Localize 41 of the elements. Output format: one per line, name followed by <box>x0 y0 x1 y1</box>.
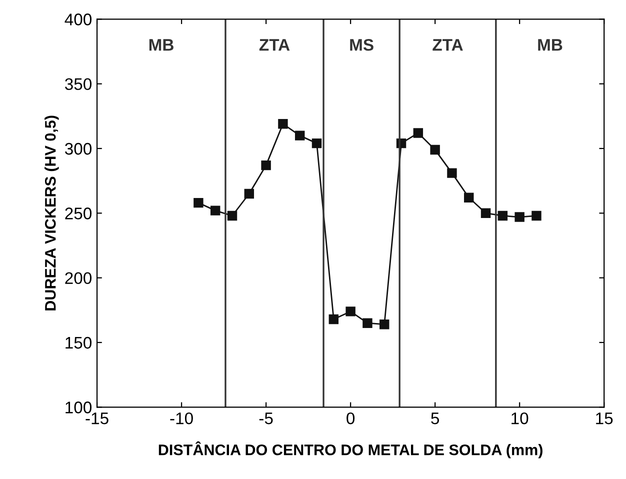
point <box>261 160 271 170</box>
point <box>532 210 542 221</box>
annotation: MB <box>149 39 174 51</box>
point <box>430 144 440 155</box>
x-axis-title: DISTÂNCIA DO CENTRO DO METAL DE SOLDA (mm) <box>158 441 542 458</box>
y-tick-label: 400 <box>64 14 92 26</box>
point <box>312 138 322 148</box>
point <box>346 306 356 316</box>
point <box>413 128 424 138</box>
point <box>227 210 238 221</box>
x-tick-label: 5 <box>431 412 440 424</box>
x-tick-label: -5 <box>259 412 273 424</box>
y-tick-label: 350 <box>65 78 92 90</box>
y-tick-label: 300 <box>65 142 92 155</box>
point <box>447 168 457 178</box>
x-tick-label: 15 <box>596 412 613 424</box>
point <box>328 314 339 324</box>
point <box>380 320 390 330</box>
y-tick-label: 100 <box>66 402 92 414</box>
point <box>210 206 220 216</box>
x-tick-label: 0 <box>346 412 355 424</box>
y-tick-label: 150 <box>66 336 92 349</box>
x-tick-label: -10 <box>170 412 193 424</box>
point <box>480 208 491 218</box>
point <box>514 212 524 222</box>
point <box>194 198 204 208</box>
annotation: ZTA <box>259 39 290 51</box>
y-tick-label: 200 <box>65 272 92 284</box>
point <box>464 192 474 202</box>
point <box>498 210 508 221</box>
x-tick-label: 10 <box>512 412 528 424</box>
annotation: MB <box>538 39 562 51</box>
y-axis-title: DUREZA VICKERS (HV 0,5) <box>44 116 59 310</box>
point <box>362 318 372 328</box>
point <box>278 119 288 129</box>
y-tick-label: 250 <box>65 208 92 220</box>
x-tick-label: -15 <box>86 412 108 424</box>
annotation: ZTA <box>432 39 463 51</box>
point <box>244 188 254 199</box>
annotation: MS <box>350 38 374 51</box>
point <box>294 130 305 140</box>
